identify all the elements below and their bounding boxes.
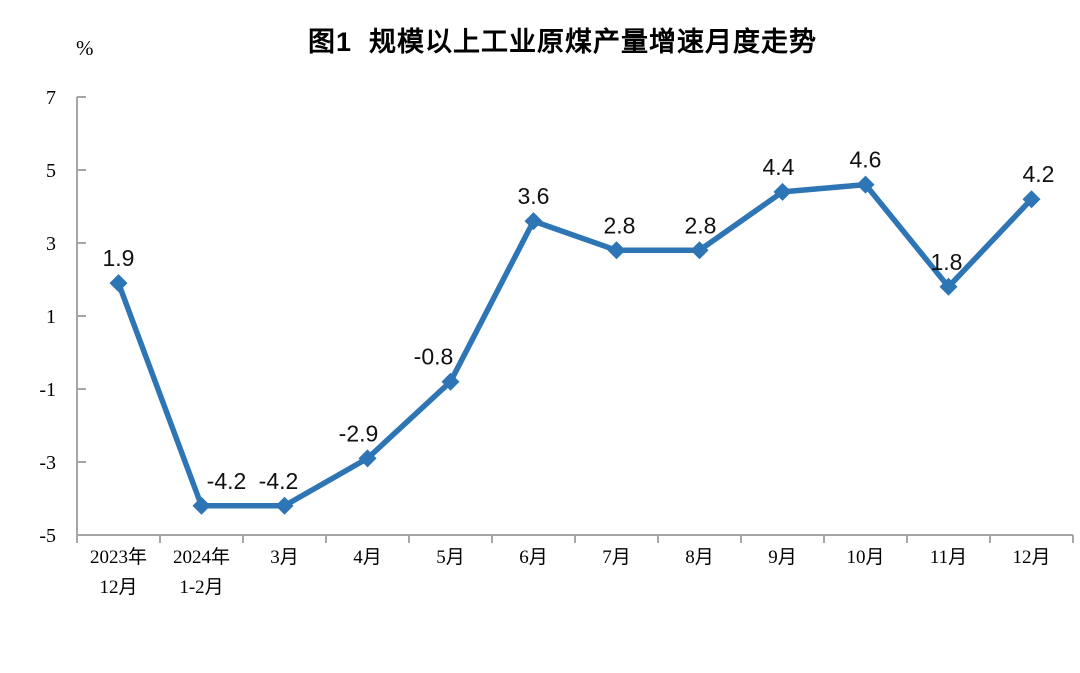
data-point-label: -4.2 [207,468,247,494]
x-tick-label: 12月 [1012,547,1050,568]
data-point-marker [109,274,128,293]
data-point-marker [524,212,543,231]
data-point-marker [1022,190,1041,209]
y-tick-label: 1 [46,306,56,328]
data-point-marker [607,241,626,260]
data-point-label: 3.6 [518,183,550,209]
y-tick-label: 3 [46,233,56,255]
data-point-label: -4.2 [259,468,299,494]
x-tick-label: 11月 [930,547,967,568]
data-point-label: 2.8 [604,212,636,238]
x-tick-label: 4月 [353,547,382,568]
chart-title: 图1 规模以上工业原煤产量增速月度走势 [307,27,818,57]
y-axis-unit-label: % [76,36,94,60]
x-tick-label: 2023年 12月 [90,546,147,598]
x-tick-label: 5月 [436,547,465,568]
y-tick-label: -3 [39,452,56,474]
data-point-label: 4.6 [850,147,882,173]
y-tick-label: -1 [39,379,56,401]
x-tick-label: 2024年 1-2月 [173,546,230,598]
data-point-marker [690,241,709,260]
x-tick-label: 7月 [602,547,631,568]
data-point-marker [358,449,377,468]
y-tick-label: 7 [46,87,56,109]
data-point-label: 1.9 [103,245,135,271]
data-point-label: -2.9 [339,420,379,446]
data-point-marker [275,496,294,515]
data-point-marker [856,175,875,194]
data-point-label: 1.8 [931,249,963,275]
data-point-marker [441,372,460,391]
x-tick-label: 10月 [846,547,884,568]
data-point-marker [939,277,958,296]
x-tick-label: 9月 [768,547,797,568]
y-tick-label: -5 [39,525,56,547]
x-tick-label: 6月 [519,547,548,568]
data-point-label: 4.2 [1023,161,1055,187]
data-point-marker [192,496,211,515]
x-tick-label: 3月 [270,547,299,568]
y-tick-label: 5 [46,160,56,182]
data-line [115,181,1035,509]
data-point-label: 4.4 [763,154,795,180]
data-point-label: 2.8 [685,212,717,238]
data-point-marker [773,182,792,201]
data-point-label: -0.8 [414,344,454,370]
x-tick-label: 8月 [685,547,714,568]
